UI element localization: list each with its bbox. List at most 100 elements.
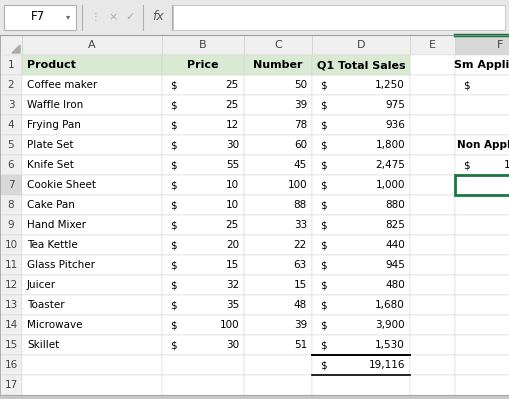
Polygon shape — [12, 45, 20, 53]
Bar — [162, 215, 244, 235]
Bar — [244, 95, 312, 115]
Text: ✓: ✓ — [125, 12, 135, 22]
Text: 60: 60 — [294, 140, 307, 150]
Bar — [410, 175, 455, 195]
Bar — [162, 35, 244, 55]
Text: $: $ — [320, 80, 327, 90]
Bar — [455, 375, 509, 395]
Text: $: $ — [170, 340, 177, 350]
Text: 1,800: 1,800 — [375, 140, 405, 150]
Text: 11: 11 — [5, 260, 18, 270]
Text: Cookie Sheet: Cookie Sheet — [27, 180, 96, 190]
Text: Coffee maker: Coffee maker — [27, 80, 97, 90]
Bar — [244, 235, 312, 255]
Text: 8: 8 — [8, 200, 14, 210]
Text: $: $ — [320, 200, 327, 210]
Bar — [0, 255, 22, 275]
Bar — [455, 275, 509, 295]
Text: 440: 440 — [385, 240, 405, 250]
Bar — [312, 255, 410, 275]
Text: Skillet: Skillet — [27, 340, 59, 350]
Bar — [162, 115, 244, 135]
Bar — [173, 5, 505, 30]
Bar — [22, 315, 162, 335]
Bar — [22, 275, 162, 295]
Bar — [312, 315, 410, 335]
Text: 78: 78 — [294, 120, 307, 130]
Text: Non Appliance: Non Appliance — [458, 140, 509, 150]
Bar — [312, 215, 410, 235]
Text: $: $ — [320, 360, 327, 370]
Bar — [410, 295, 455, 315]
Text: $: $ — [320, 160, 327, 170]
Bar — [162, 155, 244, 175]
Text: 3: 3 — [8, 100, 14, 110]
Bar — [312, 115, 410, 135]
Text: 100: 100 — [288, 180, 307, 190]
Bar — [0, 115, 22, 135]
Bar — [410, 35, 455, 55]
Text: 39: 39 — [294, 320, 307, 330]
Text: E: E — [429, 40, 436, 50]
Text: Plate Set: Plate Set — [27, 140, 73, 150]
Text: $: $ — [320, 100, 327, 110]
Text: $: $ — [170, 200, 177, 210]
Text: $: $ — [320, 220, 327, 230]
Bar — [22, 375, 162, 395]
Bar — [4, 5, 76, 30]
Text: 14: 14 — [5, 320, 18, 330]
Text: Knife Set: Knife Set — [27, 160, 74, 170]
Bar — [455, 235, 509, 255]
Bar — [162, 275, 244, 295]
Text: 1: 1 — [8, 60, 14, 70]
Bar — [244, 115, 312, 135]
Text: $: $ — [170, 100, 177, 110]
Bar — [312, 295, 410, 315]
Text: 16: 16 — [5, 360, 18, 370]
Text: $: $ — [320, 320, 327, 330]
Bar — [244, 315, 312, 335]
Bar — [312, 375, 410, 395]
Bar — [244, 275, 312, 295]
Text: $: $ — [320, 120, 327, 130]
Bar — [410, 75, 455, 95]
Bar — [162, 315, 244, 335]
Bar — [410, 235, 455, 255]
Bar — [455, 115, 509, 135]
Text: $: $ — [320, 300, 327, 310]
Bar — [455, 175, 509, 195]
Bar — [455, 35, 509, 55]
Text: 6: 6 — [8, 160, 14, 170]
Text: ⋮: ⋮ — [91, 12, 101, 22]
Text: $: $ — [170, 260, 177, 270]
Text: $: $ — [170, 220, 177, 230]
Bar — [162, 95, 244, 115]
Text: 825: 825 — [385, 220, 405, 230]
Bar — [312, 235, 410, 255]
Bar — [312, 195, 410, 215]
Bar — [0, 275, 22, 295]
Text: $: $ — [320, 280, 327, 290]
Bar — [455, 95, 509, 115]
Text: A: A — [88, 40, 96, 50]
Bar — [22, 295, 162, 315]
Text: $: $ — [320, 180, 327, 190]
Bar — [455, 155, 509, 175]
Text: C: C — [274, 40, 282, 50]
Text: 100: 100 — [219, 320, 239, 330]
Text: fx: fx — [152, 10, 164, 24]
Text: 1,250: 1,250 — [375, 80, 405, 90]
Bar — [0, 0, 509, 35]
Bar — [312, 355, 410, 375]
Bar — [244, 335, 312, 355]
Bar — [22, 175, 162, 195]
Text: $: $ — [463, 80, 470, 90]
Bar — [410, 95, 455, 115]
Bar — [312, 55, 410, 75]
Text: 10: 10 — [5, 240, 18, 250]
Text: Tea Kettle: Tea Kettle — [27, 240, 78, 250]
Bar — [244, 215, 312, 235]
Bar — [22, 55, 162, 75]
Bar — [162, 255, 244, 275]
Bar — [410, 115, 455, 135]
